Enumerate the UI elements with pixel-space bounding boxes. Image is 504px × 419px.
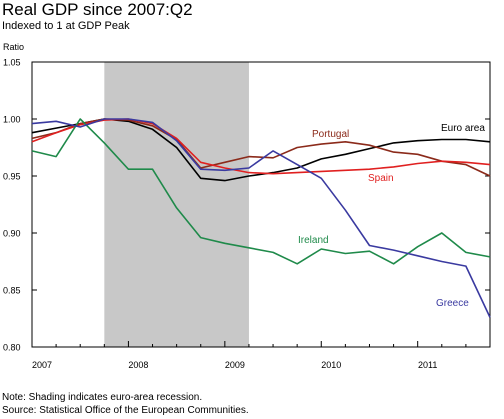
series-label-greece: Greece xyxy=(436,298,469,309)
x-tick-label: 2007 xyxy=(32,360,52,370)
y-tick-label: 0.85 xyxy=(3,286,21,296)
y-tick-label: 0.90 xyxy=(3,229,21,239)
y-tick-label: 1.00 xyxy=(3,115,21,125)
chart-title: Real GDP since 2007:Q2 xyxy=(2,0,193,19)
y-tick-label: 0.95 xyxy=(3,172,21,182)
series-label-euro-area: Euro area xyxy=(441,123,485,134)
source-note: Source: Statistical Office of the Europe… xyxy=(2,405,249,416)
series-line-euro-area xyxy=(31,118,491,182)
x-tick-label: 2010 xyxy=(321,360,341,370)
series-line-ireland xyxy=(31,118,491,265)
x-tick-label: 2011 xyxy=(418,360,437,370)
series-label-portugal: Portugal xyxy=(312,129,349,140)
x-tick-label: 2008 xyxy=(128,360,148,370)
y-tick-label: 1.05 xyxy=(3,58,21,68)
series-label-spain: Spain xyxy=(368,173,394,184)
series-line-greece xyxy=(31,118,491,318)
x-tick-label: 2009 xyxy=(225,360,245,370)
y-axis-label: Ratio xyxy=(3,42,24,52)
recession-shading xyxy=(104,62,249,347)
series-line-portugal xyxy=(31,118,491,177)
y-tick-label: 0.80 xyxy=(3,343,21,353)
chart-subtitle: Indexed to 1 at GDP Peak xyxy=(2,20,130,32)
shading-note: Note: Shading indicates euro-area recess… xyxy=(2,392,203,403)
series-line-spain xyxy=(31,118,491,175)
series-label-ireland: Ireland xyxy=(298,235,329,246)
plot-frame xyxy=(31,61,491,348)
